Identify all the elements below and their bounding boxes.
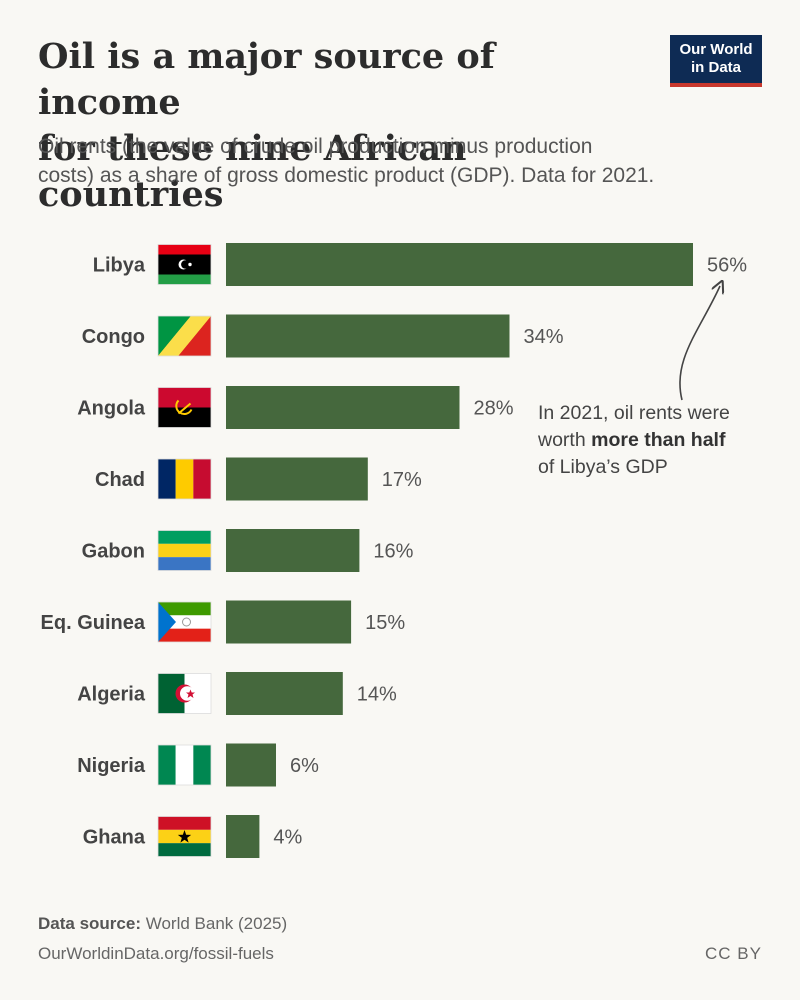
- angola-flag-icon: [157, 387, 212, 428]
- value-label: 56%: [707, 255, 747, 277]
- subtitle-line-1: Oil rents (the value of crude oil produc…: [38, 135, 593, 158]
- algeria-flag-icon: [157, 673, 212, 714]
- eq-guinea-flag-icon: [157, 601, 212, 643]
- logo-line-2: in Data: [690, 59, 741, 76]
- bar-row: Ghana 4%: [83, 815, 302, 858]
- bar[interactable]: [226, 314, 510, 358]
- category-label: Ghana: [83, 827, 146, 849]
- value-label: 15%: [365, 612, 405, 634]
- license-label[interactable]: CC BY: [705, 944, 762, 963]
- bar-row: Gabon 16%: [82, 529, 414, 572]
- title-line-1: Oil is a major source of income: [38, 36, 495, 123]
- source-value: World Bank (2025): [145, 914, 288, 933]
- chad-flag-icon: [157, 458, 212, 500]
- chart-subtitle: Oil rents (the value of crude oil produc…: [38, 132, 768, 190]
- value-label: 28%: [474, 398, 514, 420]
- svg-text:worth more than half: worth more than half: [537, 429, 726, 451]
- bar[interactable]: [226, 600, 352, 644]
- congo-flag-icon: [157, 315, 212, 357]
- value-label: 34%: [524, 326, 564, 348]
- bar-row: Nigeria 6%: [77, 743, 319, 787]
- category-label: Chad: [95, 469, 145, 491]
- value-label: 14%: [357, 684, 397, 706]
- bar-row: Angola 28%: [77, 386, 514, 429]
- svg-text:of Libya’s GDP: of Libya’s GDP: [538, 456, 668, 478]
- category-label: Congo: [82, 326, 145, 348]
- subtitle-line-2: costs) as a share of gross domestic prod…: [38, 164, 655, 187]
- owid-logo[interactable]: Our World in Data: [670, 35, 762, 87]
- source-url[interactable]: OurWorldinData.org/fossil-fuels: [38, 944, 274, 963]
- libya-flag-icon: [157, 244, 212, 285]
- bar-row: Chad 17%: [95, 457, 422, 501]
- annotation-line-3: of Libya’s GDP: [538, 456, 668, 478]
- category-label: Algeria: [77, 684, 146, 706]
- category-label: Eq. Guinea: [41, 612, 146, 634]
- nigeria-flag-icon: [157, 744, 212, 786]
- bar[interactable]: [226, 386, 460, 429]
- bar[interactable]: [226, 243, 693, 286]
- annotation-bold: more than half: [591, 429, 726, 451]
- source-line: Data source: World Bank (2025): [38, 914, 287, 934]
- bar-chart: Libya 56% Congo 34% Angola 28% Chad 17% Gabon 16%…: [41, 243, 747, 858]
- annotation-arrow: [679, 286, 720, 401]
- bar[interactable]: [226, 457, 368, 501]
- logo-line-1: Our World: [679, 41, 753, 58]
- bar-row: Congo 34%: [82, 314, 564, 358]
- value-label: 4%: [273, 827, 302, 849]
- bar-row: Eq. Guinea 15%: [41, 600, 405, 644]
- bar[interactable]: [226, 743, 276, 787]
- bar[interactable]: [226, 672, 343, 715]
- title-line-2: for these nine African countries: [38, 128, 467, 215]
- bar[interactable]: [226, 529, 360, 572]
- ghana-flag-icon: [157, 816, 212, 857]
- gabon-flag-icon: [157, 530, 212, 571]
- category-label: Gabon: [82, 541, 145, 563]
- bar-row: Algeria 14%: [77, 672, 397, 715]
- value-label: 16%: [373, 541, 413, 563]
- svg-text:In 2021, oil rents were: In 2021, oil rents were: [538, 402, 730, 424]
- annotation-libya: In 2021, oil rents were worth more than …: [537, 286, 730, 478]
- value-label: 17%: [382, 469, 422, 491]
- annotation-line-2: worth: [537, 429, 591, 451]
- bar-row: Libya 56%: [93, 243, 747, 286]
- source-label: Data source:: [38, 914, 141, 933]
- category-label: Angola: [77, 398, 146, 420]
- chart-title: Oil is a major source of income for thes…: [38, 34, 648, 218]
- category-label: Libya: [93, 255, 146, 277]
- value-label: 6%: [290, 755, 319, 777]
- category-label: Nigeria: [77, 755, 146, 777]
- bar[interactable]: [226, 815, 260, 858]
- annotation-line-1: In 2021, oil rents were: [538, 402, 730, 424]
